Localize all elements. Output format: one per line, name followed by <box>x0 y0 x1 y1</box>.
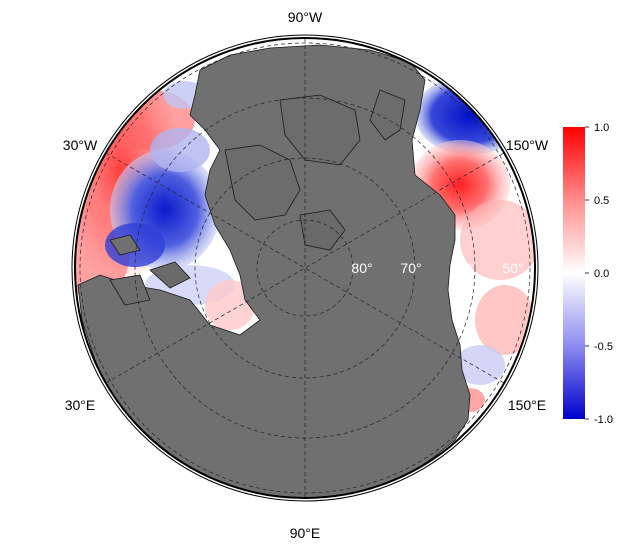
map-border <box>74 37 536 499</box>
lat-label-80: 80° <box>351 260 372 276</box>
lat-label-70: 70° <box>400 260 421 276</box>
lat-label-50: 50° <box>502 260 523 276</box>
lon-label-upper-right: 150°W <box>506 137 549 153</box>
lon-label-upper-left: 30°W <box>63 137 98 153</box>
colorbar-tick-neg1: -1.0 <box>594 414 613 426</box>
lon-label-bottom: 90°E <box>290 525 321 541</box>
colorbar-tick-0: 0.0 <box>594 268 609 280</box>
colorbar-tick-1: 1.0 <box>594 122 609 134</box>
map-border-outer <box>71 34 539 502</box>
lon-label-lower-right: 150°E <box>508 397 546 413</box>
lat-label-60: 60° <box>452 260 473 276</box>
land <box>77 44 471 498</box>
colorbar: 1.0 0.5 0.0 -0.5 -1.0 <box>563 122 613 426</box>
colorbar-tick-0.5: 0.5 <box>594 195 609 207</box>
graticule <box>79 38 531 498</box>
colorbar-tick-neg0.5: -0.5 <box>594 341 613 353</box>
latitude-circle-70 <box>194 157 416 379</box>
lon-label-top: 90°W <box>288 9 323 25</box>
lon-label-lower-left: 30°E <box>65 397 96 413</box>
colorbar-ramp <box>563 127 585 419</box>
